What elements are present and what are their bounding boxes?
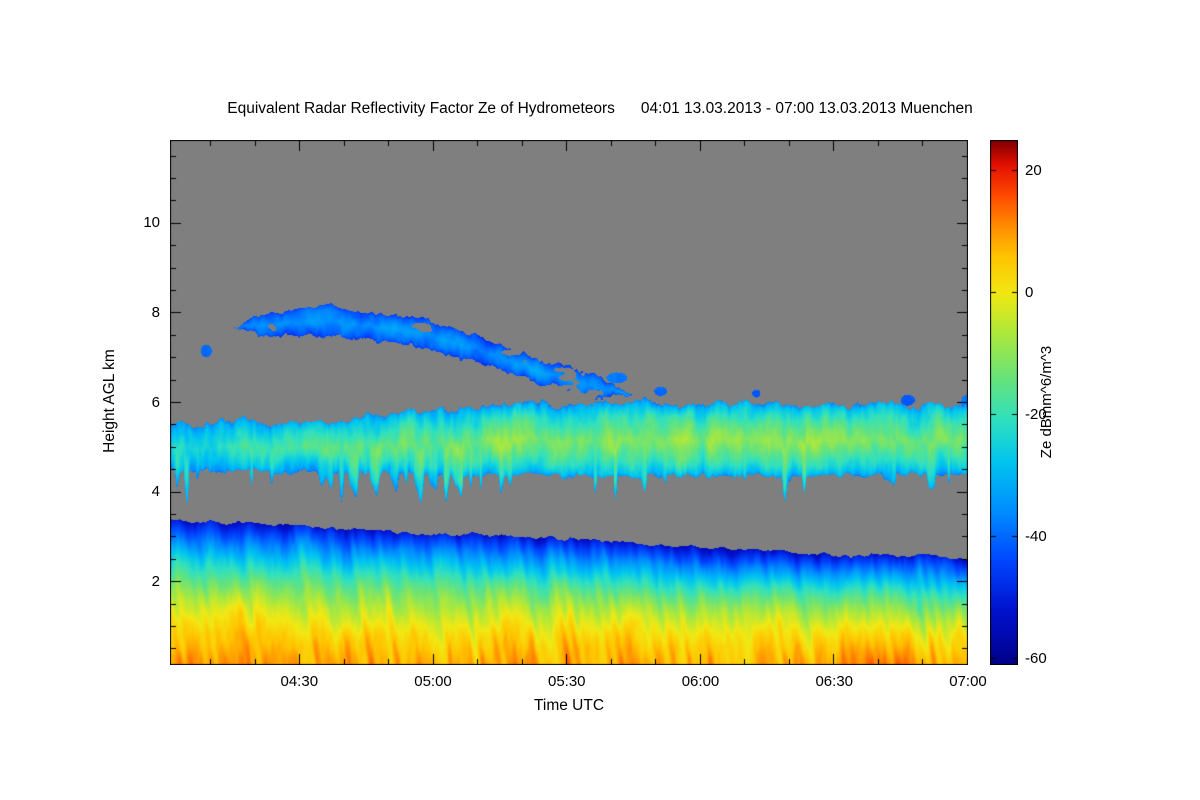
y-tick-label: 2 xyxy=(151,572,160,590)
colorbar-tick-label: -20 xyxy=(1025,405,1047,423)
colorbar-tick-label: 0 xyxy=(1025,283,1034,301)
colorbar-title: Ze dBmm^6/m^3 xyxy=(1038,345,1055,459)
x-tick-label: 07:00 xyxy=(949,673,987,690)
colorbar-tick-label: -60 xyxy=(1025,649,1047,667)
colorbar-tick-label: -40 xyxy=(1025,527,1047,545)
y-tick-label: 4 xyxy=(151,483,160,501)
x-tick-label: 06:30 xyxy=(815,673,854,690)
colorbar-tick-label: 20 xyxy=(1025,161,1042,179)
x-tick-label: 06:00 xyxy=(681,673,720,690)
x-axis-title: Time UTC xyxy=(533,697,605,714)
y-tick-label: 10 xyxy=(143,214,160,231)
y-tick-label: 8 xyxy=(151,303,160,321)
colorbar-canvas xyxy=(990,140,1018,665)
chart-title-text: Equivalent Radar Reflectivity Factor Ze … xyxy=(227,100,615,117)
x-tick-label: 04:30 xyxy=(280,673,319,690)
x-tick-label: 05:00 xyxy=(414,673,452,690)
chart-title: Equivalent Radar Reflectivity Factor Ze … xyxy=(0,100,1200,118)
chart-title-period: 04:01 13.03.2013 - 07:00 13.03.2013 Muen… xyxy=(640,100,973,117)
x-tick-label: 05:30 xyxy=(547,673,586,690)
y-tick-label: 6 xyxy=(151,393,160,411)
reflectivity-heatmap-canvas xyxy=(170,140,968,665)
